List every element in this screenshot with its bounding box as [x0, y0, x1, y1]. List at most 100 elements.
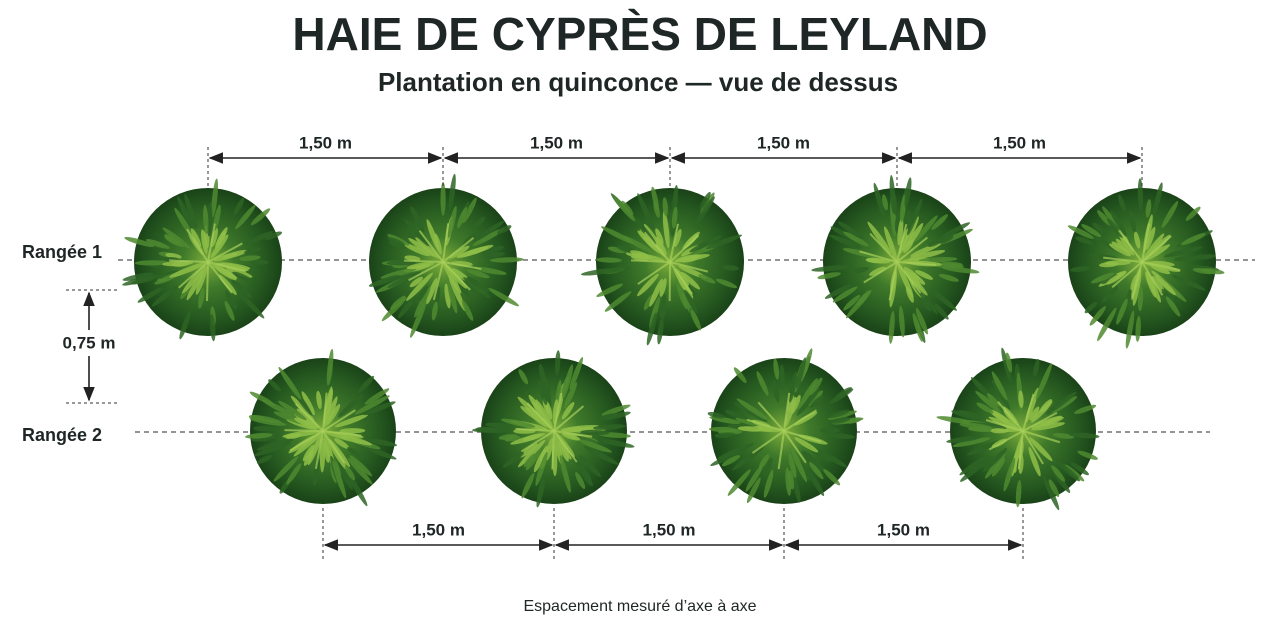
foliage — [332, 460, 347, 499]
foliage — [1137, 178, 1144, 211]
foliage — [473, 216, 486, 230]
foliage — [794, 380, 803, 398]
foliage — [466, 269, 490, 279]
foliage — [1115, 238, 1135, 256]
foliage — [649, 278, 663, 307]
branch — [520, 430, 555, 453]
branch — [526, 402, 555, 432]
foliage — [714, 432, 736, 438]
foliage — [1018, 390, 1024, 409]
branch — [442, 261, 482, 270]
foliage — [1081, 224, 1102, 238]
foliage — [497, 225, 512, 234]
foliage — [1039, 399, 1053, 413]
foliage — [637, 230, 657, 250]
branch — [1022, 393, 1035, 432]
foliage — [580, 429, 610, 436]
foliage — [1035, 363, 1053, 400]
foliage — [545, 401, 553, 420]
foliage — [601, 404, 631, 416]
branch — [515, 427, 555, 432]
foliage — [910, 242, 942, 257]
branch — [1141, 235, 1172, 263]
foliage — [603, 266, 632, 274]
foliage — [409, 276, 423, 288]
spacing-label: 1,50 m — [412, 520, 465, 539]
foliage — [790, 446, 808, 483]
foliage — [250, 208, 271, 226]
branch — [1141, 261, 1181, 272]
foliage — [244, 247, 261, 254]
foliage — [307, 435, 322, 466]
foliage — [326, 348, 334, 386]
foliage — [698, 274, 716, 284]
foliage — [1028, 446, 1041, 477]
foliage — [838, 221, 864, 240]
foliage — [210, 227, 218, 248]
foliage — [1033, 359, 1040, 377]
foliage — [282, 430, 320, 438]
foliage — [162, 227, 191, 249]
foliage — [1039, 416, 1064, 427]
branch — [783, 430, 807, 464]
foliage — [1067, 225, 1095, 239]
branch — [669, 261, 709, 273]
foliage — [655, 236, 667, 256]
foliage — [521, 472, 535, 499]
foliage — [746, 477, 761, 504]
foliage — [1161, 201, 1179, 228]
foliage — [1031, 422, 1065, 431]
foliage — [680, 271, 701, 290]
foliage — [604, 291, 632, 312]
foliage — [819, 427, 841, 433]
foliage — [177, 196, 195, 232]
foliage — [694, 196, 715, 226]
foliage — [354, 395, 390, 415]
foliage — [1043, 476, 1060, 511]
foliage — [387, 237, 405, 247]
foliage — [256, 438, 294, 451]
foliage — [224, 290, 238, 310]
branch — [669, 261, 694, 295]
foliage — [462, 197, 477, 224]
foliage — [268, 379, 281, 392]
foliage — [966, 440, 1000, 456]
branch — [888, 261, 898, 301]
branch — [1118, 229, 1143, 263]
foliage — [1090, 272, 1115, 284]
foliage — [1118, 194, 1126, 213]
tree — [580, 184, 744, 346]
foliage — [1089, 306, 1106, 326]
foliage — [986, 393, 1000, 407]
foliage — [655, 228, 664, 245]
foliage — [931, 214, 948, 230]
foliage — [296, 408, 319, 428]
foliage — [1134, 231, 1141, 249]
foliage — [919, 295, 931, 312]
foliage — [891, 193, 897, 215]
foliage — [1051, 465, 1066, 482]
branch — [1141, 261, 1164, 296]
foliage — [903, 269, 928, 296]
foliage — [1101, 274, 1118, 284]
foliage — [145, 239, 170, 249]
foliage — [211, 178, 219, 218]
foliage — [1084, 301, 1098, 314]
foliage — [867, 221, 892, 254]
foliage — [736, 398, 768, 421]
foliage — [404, 255, 421, 261]
foliage — [264, 231, 283, 241]
foliage — [1097, 210, 1111, 226]
branch — [442, 261, 471, 291]
foliage — [1005, 352, 1013, 373]
tree — [472, 350, 635, 508]
foliage — [344, 465, 356, 481]
foliage — [554, 350, 561, 376]
branch — [1141, 223, 1150, 263]
foliage — [334, 438, 350, 449]
foliage — [811, 265, 851, 272]
tree — [707, 348, 864, 504]
foliage — [929, 288, 957, 311]
branch — [178, 261, 209, 289]
